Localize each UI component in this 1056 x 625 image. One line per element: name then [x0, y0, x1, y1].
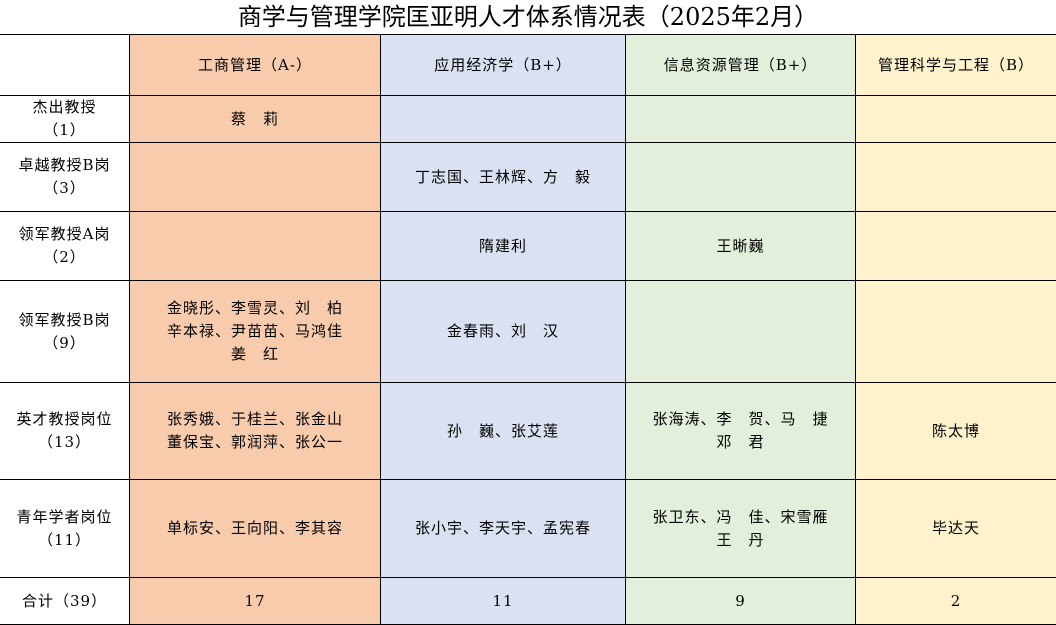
table-row: 领军教授A岗 （2） 隋建利 王晰巍 — [0, 212, 1056, 281]
row-label: 英才教授岗位 （13） — [0, 383, 130, 480]
total-row: 合计（39） 17 11 9 2 — [0, 578, 1056, 625]
table-cell: 张海涛、李 贺、马 捷 邓 君 — [626, 383, 856, 480]
table-cell — [856, 281, 1056, 383]
table-cell — [626, 96, 856, 143]
row-label: 卓越教授B岗 （3） — [0, 143, 130, 212]
table-cell — [626, 281, 856, 383]
table-row: 卓越教授B岗 （3） 丁志国、王林辉、方 毅 — [0, 143, 1056, 212]
total-cell: 9 — [626, 578, 856, 625]
table-cell: 丁志国、王林辉、方 毅 — [381, 143, 626, 212]
table-cell — [130, 212, 381, 281]
header-corner — [0, 35, 130, 96]
header-info-resource-mgmt: 信息资源管理（B+） — [626, 35, 856, 96]
table-cell: 王晰巍 — [626, 212, 856, 281]
talent-table: 工商管理（A-） 应用经济学（B+） 信息资源管理（B+） 管理科学与工程（B）… — [0, 34, 1056, 625]
table-cell — [381, 96, 626, 143]
page-title: 商学与管理学院匡亚明人才体系情况表（2025年2月） — [0, 0, 1056, 34]
table-cell: 张秀娥、于桂兰、张金山 董保宝、郭润萍、张公一 — [130, 383, 381, 480]
row-label: 青年学者岗位 （11） — [0, 480, 130, 578]
table-cell: 单标安、王向阳、李其容 — [130, 480, 381, 578]
table-cell: 蔡 莉 — [130, 96, 381, 143]
table-cell — [856, 212, 1056, 281]
table-row: 杰出教授 （1） 蔡 莉 — [0, 96, 1056, 143]
table-cell: 毕达天 — [856, 480, 1056, 578]
row-label: 领军教授B岗 （9） — [0, 281, 130, 383]
table-cell: 陈太博 — [856, 383, 1056, 480]
table-cell — [856, 143, 1056, 212]
total-cell: 11 — [381, 578, 626, 625]
table-row: 英才教授岗位 （13） 张秀娥、于桂兰、张金山 董保宝、郭润萍、张公一 孙 巍、… — [0, 383, 1056, 480]
header-row: 工商管理（A-） 应用经济学（B+） 信息资源管理（B+） 管理科学与工程（B） — [0, 35, 1056, 96]
table-cell: 金晓彤、李雪灵、刘 柏 辛本禄、尹苗苗、马鸿佳 姜 红 — [130, 281, 381, 383]
total-cell: 17 — [130, 578, 381, 625]
table-cell: 张卫东、冯 佳、宋雪雁 王 丹 — [626, 480, 856, 578]
table-cell — [856, 96, 1056, 143]
table-cell — [626, 143, 856, 212]
total-cell: 2 — [856, 578, 1056, 625]
row-label: 领军教授A岗 （2） — [0, 212, 130, 281]
table-cell: 孙 巍、张艾莲 — [381, 383, 626, 480]
table-cell: 张小宇、李天宇、孟宪春 — [381, 480, 626, 578]
header-business-admin: 工商管理（A-） — [130, 35, 381, 96]
row-label: 杰出教授 （1） — [0, 96, 130, 143]
table-row: 青年学者岗位 （11） 单标安、王向阳、李其容 张小宇、李天宇、孟宪春 张卫东、… — [0, 480, 1056, 578]
table-cell — [130, 143, 381, 212]
total-label: 合计（39） — [0, 578, 130, 625]
table-cell: 金春雨、刘 汉 — [381, 281, 626, 383]
header-applied-economics: 应用经济学（B+） — [381, 35, 626, 96]
table-row: 领军教授B岗 （9） 金晓彤、李雪灵、刘 柏 辛本禄、尹苗苗、马鸿佳 姜 红 金… — [0, 281, 1056, 383]
header-mgmt-science: 管理科学与工程（B） — [856, 35, 1056, 96]
table-cell: 隋建利 — [381, 212, 626, 281]
